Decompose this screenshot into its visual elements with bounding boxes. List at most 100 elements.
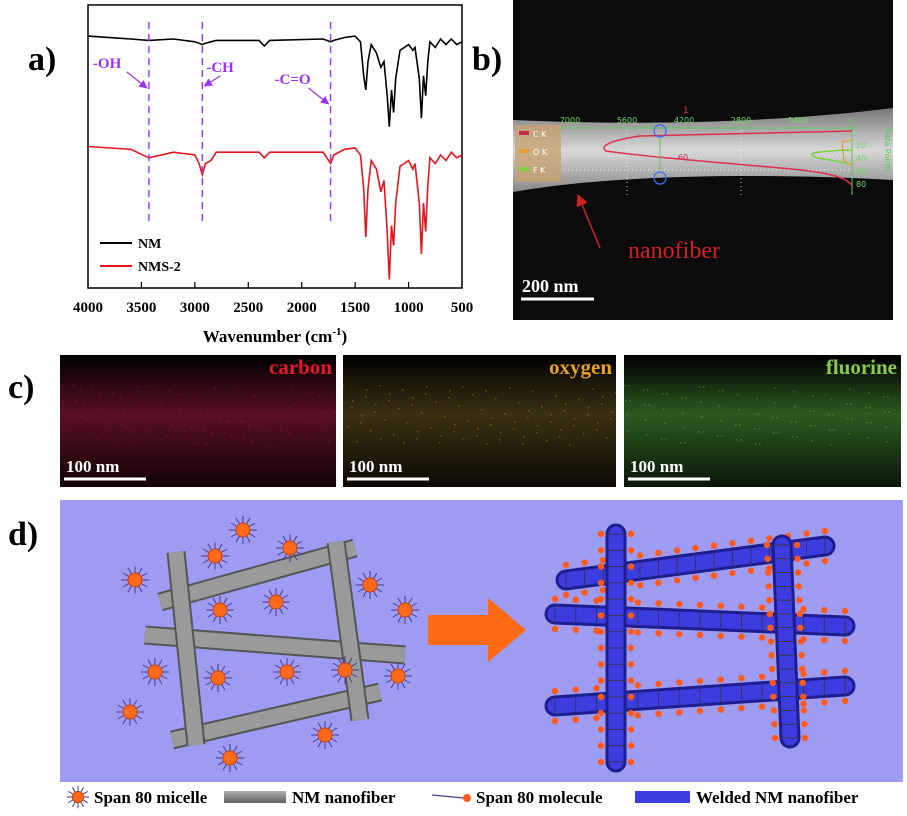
signal-speck bbox=[166, 435, 168, 437]
molecule-head bbox=[759, 674, 765, 680]
signal-speck bbox=[361, 415, 363, 417]
signal-speck bbox=[885, 426, 887, 428]
molecule-head bbox=[842, 638, 848, 644]
signal-speck bbox=[884, 411, 886, 413]
signal-speck bbox=[794, 406, 796, 408]
signal-speck bbox=[197, 398, 199, 400]
signal-speck bbox=[740, 439, 742, 441]
molecule-head bbox=[729, 540, 735, 546]
molecule-head bbox=[768, 638, 774, 644]
molecule-head bbox=[711, 542, 717, 548]
signal-speck bbox=[169, 390, 171, 392]
scan-tick-label: 4200 bbox=[674, 116, 694, 125]
signal-speck bbox=[646, 434, 648, 436]
signal-speck bbox=[163, 420, 165, 422]
signal-speck bbox=[829, 429, 831, 431]
signal-speck bbox=[722, 390, 724, 392]
signal-speck bbox=[129, 442, 131, 444]
signal-speck bbox=[777, 432, 779, 434]
molecule-head bbox=[821, 607, 827, 613]
molecule-head bbox=[738, 634, 744, 640]
x-tick-label: 1500 bbox=[340, 300, 370, 316]
molecule-head bbox=[628, 612, 634, 618]
signal-speck bbox=[758, 428, 760, 430]
panel-label: d) bbox=[8, 516, 38, 553]
micelle-core bbox=[128, 573, 142, 587]
schematic-legend: Span 80 micelleNM nanofiberSpan 80 molec… bbox=[67, 786, 859, 808]
signal-speck bbox=[317, 422, 319, 424]
eds-linescan: 1 60 Data Points nanofiber 200 nm 700056… bbox=[513, 0, 893, 320]
signal-speck bbox=[509, 387, 511, 389]
molecule-head bbox=[692, 545, 698, 551]
molecule-head bbox=[800, 680, 806, 686]
molecule-head bbox=[794, 556, 800, 562]
signal-speck bbox=[757, 413, 759, 415]
signal-speck bbox=[886, 441, 888, 443]
molecule-head bbox=[598, 694, 604, 700]
signal-speck bbox=[297, 418, 299, 420]
signal-speck bbox=[664, 423, 666, 425]
molecule-head bbox=[738, 604, 744, 610]
molecule-head bbox=[655, 580, 661, 586]
legend-swatch bbox=[635, 791, 690, 803]
signal-speck bbox=[536, 432, 538, 434]
signal-speck bbox=[615, 392, 617, 394]
molecule-head bbox=[628, 580, 634, 586]
signal-speck bbox=[661, 438, 663, 440]
signal-speck bbox=[347, 426, 349, 428]
molecule-head bbox=[803, 560, 809, 566]
molecule-head bbox=[767, 625, 773, 631]
micelle-core bbox=[280, 665, 294, 679]
signal-speck bbox=[453, 431, 455, 433]
signal-speck bbox=[106, 423, 108, 425]
signal-speck bbox=[559, 436, 561, 438]
signal-speck bbox=[644, 404, 646, 406]
signal-speck bbox=[587, 414, 589, 416]
signal-speck bbox=[467, 420, 469, 422]
molecule-head bbox=[821, 699, 827, 705]
signal-speck bbox=[833, 429, 835, 431]
panel-label: c) bbox=[8, 369, 34, 406]
scan-tick-label: 7000 bbox=[560, 116, 580, 125]
molecule-head bbox=[697, 632, 703, 638]
signal-speck bbox=[596, 429, 598, 431]
molecule-head bbox=[676, 601, 682, 607]
micelle-core bbox=[72, 791, 83, 802]
legend-label: Span 80 molecule bbox=[476, 788, 603, 807]
signal-speck bbox=[393, 434, 395, 436]
x-tick-label: 4000 bbox=[73, 300, 103, 316]
signal-speck bbox=[389, 393, 391, 395]
molecule-head bbox=[581, 559, 587, 565]
eds-maps: carbon100 nmoxygen100 nmfluorine100 nm bbox=[60, 355, 901, 487]
signal-speck bbox=[719, 405, 721, 407]
signal-speck bbox=[280, 429, 282, 431]
molecule-head bbox=[552, 718, 558, 724]
signal-speck bbox=[211, 432, 213, 434]
signal-speck bbox=[120, 397, 122, 399]
element-label: O K bbox=[533, 148, 548, 157]
molecule-head bbox=[598, 547, 604, 553]
molecule-head bbox=[697, 708, 703, 714]
signal-speck bbox=[624, 385, 626, 387]
panel-label: b) bbox=[472, 41, 502, 78]
signal-speck bbox=[682, 412, 684, 414]
signal-speck bbox=[606, 437, 608, 439]
signal-speck bbox=[425, 393, 427, 395]
signal-speck bbox=[574, 418, 576, 420]
signal-speck bbox=[481, 409, 483, 411]
signal-speck bbox=[527, 417, 529, 419]
molecule-head bbox=[766, 583, 772, 589]
legend-swatch bbox=[432, 795, 464, 798]
signal-speck bbox=[458, 405, 460, 407]
signal-speck bbox=[500, 432, 502, 434]
signal-speck bbox=[629, 400, 631, 402]
signal-speck bbox=[888, 411, 890, 413]
signal-speck bbox=[308, 437, 310, 439]
signal-speck bbox=[240, 421, 242, 423]
micelle-core bbox=[236, 523, 250, 537]
signal-speck bbox=[177, 394, 179, 396]
signal-speck bbox=[285, 418, 287, 420]
signal-speck bbox=[245, 410, 247, 412]
x-tick-label: 3000 bbox=[180, 300, 210, 316]
